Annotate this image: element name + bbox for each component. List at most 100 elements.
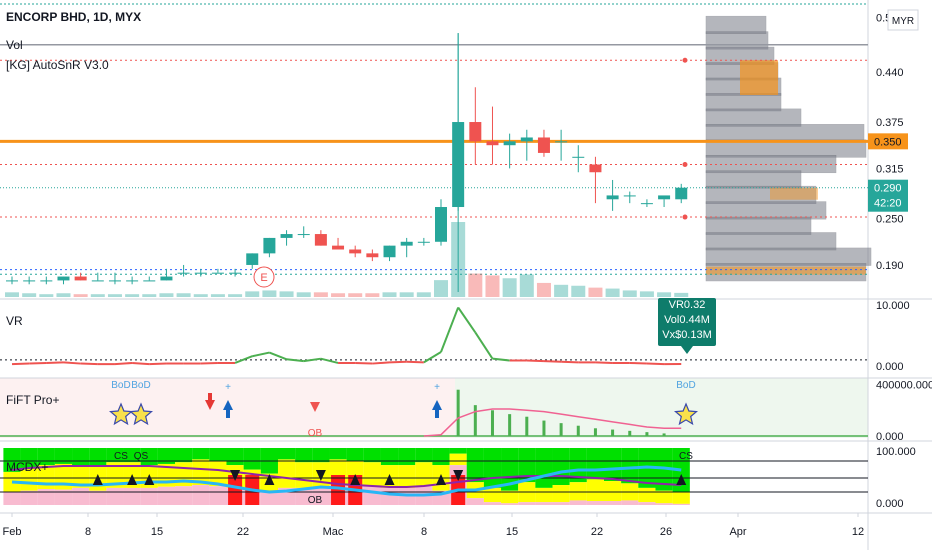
mcdx-yellow-segment xyxy=(278,459,295,488)
volume-bar xyxy=(417,292,431,297)
volume-profile-highlight xyxy=(740,60,778,95)
mcdx-yellow-segment xyxy=(587,479,604,501)
bod-label: BoD xyxy=(111,380,130,391)
mcdx-green-segment xyxy=(415,448,432,462)
volume-bar xyxy=(468,274,482,297)
mcdx-red-segment xyxy=(501,503,518,505)
fift-bar xyxy=(628,431,631,436)
candle-body xyxy=(435,207,447,242)
candle-body xyxy=(401,242,413,246)
mcdx-green-segment xyxy=(364,448,381,462)
mcdx-green-segment xyxy=(55,448,72,464)
mcdx-green-segment xyxy=(553,448,570,485)
mcdx-pane-title: MCDX+ xyxy=(6,460,48,474)
candle-body xyxy=(6,280,18,281)
volume-profile-bar xyxy=(706,16,766,34)
mcdx-yellow-segment xyxy=(450,454,467,465)
vr-line-segment xyxy=(149,364,166,365)
candle-body xyxy=(589,165,601,173)
vr-line-segment xyxy=(201,363,218,364)
fift-bar xyxy=(474,405,477,436)
candle-body xyxy=(92,280,104,281)
volume-bar xyxy=(297,292,311,297)
candle-body xyxy=(75,277,87,281)
mcdx-yellow-segment xyxy=(638,488,655,502)
time-tick-label: 26 xyxy=(660,526,672,538)
candle-body xyxy=(315,234,327,246)
volume-bar xyxy=(108,294,122,297)
price-tick-label: 0.190 xyxy=(876,260,904,272)
candle-body xyxy=(195,273,207,274)
volume-profile-bar xyxy=(706,93,781,111)
mcdx-red-segment xyxy=(89,491,106,505)
mcdx-red-segment xyxy=(604,501,621,505)
volume-bar xyxy=(674,293,688,297)
mcdx-red-segment xyxy=(364,486,381,505)
volume-profile-bar xyxy=(706,124,864,142)
vr-badge-line: Vx$0.13M xyxy=(662,329,712,341)
cs-label: CS xyxy=(114,451,128,462)
candle-body xyxy=(281,234,293,238)
earnings-label: E xyxy=(260,272,267,284)
vr-line-segment xyxy=(12,364,29,365)
mcdx-yellow-segment xyxy=(415,462,432,486)
volume-bar xyxy=(657,292,671,297)
mcdx-green-segment xyxy=(467,448,484,482)
fift-bar xyxy=(645,432,648,436)
volume-bar xyxy=(537,283,551,297)
bod-label: BoD xyxy=(131,380,150,391)
volume-profile-bar xyxy=(706,233,836,251)
volume-profile-bar xyxy=(706,248,871,266)
mcdx-green-segment xyxy=(312,448,329,462)
candle-body xyxy=(263,238,275,253)
volume-bar xyxy=(314,292,328,297)
mcdx-yellow-segment xyxy=(673,492,690,503)
vr-line-segment xyxy=(355,363,372,364)
candle-body xyxy=(246,253,258,265)
mcdx-yellow-segment xyxy=(398,465,415,488)
mcdx-green-segment xyxy=(398,448,415,465)
mcdx-red-segment xyxy=(21,491,38,505)
mcdx-red-segment xyxy=(141,488,158,505)
vr-line-segment xyxy=(63,362,80,363)
mcdx-yellow-segment xyxy=(295,462,312,488)
candle-body xyxy=(109,280,121,281)
fift-bar xyxy=(594,428,597,436)
vr-line-segment xyxy=(407,362,424,363)
volume-bar xyxy=(194,294,208,297)
volume-bar xyxy=(640,291,654,297)
candle-body xyxy=(607,195,619,199)
mcdx-red-segment xyxy=(175,486,192,505)
fift-bar xyxy=(663,433,666,436)
volume-bar xyxy=(142,294,156,297)
candle-body xyxy=(126,280,138,281)
volume-bar xyxy=(400,292,414,297)
mcdx-green-segment xyxy=(535,448,552,488)
candle-body xyxy=(332,246,344,250)
candle-body xyxy=(40,280,52,281)
mcdx-green-segment xyxy=(432,448,449,465)
vr-badge-line: Vol0.44M xyxy=(664,314,710,326)
mcdx-green-segment xyxy=(295,448,312,462)
volume-profile-bar xyxy=(706,217,811,235)
qs-label: QS xyxy=(134,451,149,462)
volume-bar xyxy=(22,293,36,297)
candle-body xyxy=(572,157,584,158)
fift-bar xyxy=(457,390,460,436)
mcdx-red-segment xyxy=(38,489,55,505)
mcdx-red-segment xyxy=(655,503,672,505)
vr-line-segment xyxy=(595,362,612,363)
mcdx-green-segment xyxy=(192,448,209,459)
time-tick-label: 15 xyxy=(151,526,163,538)
price-tick-label: 0.250 xyxy=(876,214,904,226)
mcdx-red-segment xyxy=(158,487,175,505)
fift-bar xyxy=(611,430,614,436)
volume-bar xyxy=(451,222,465,297)
volume-bar xyxy=(56,293,70,297)
fift-tick-label: 400000.000 xyxy=(876,380,932,392)
vr-pane-title: VR xyxy=(6,314,23,328)
mcdx-tick-label: 0.000 xyxy=(876,498,904,510)
mcdx-red-segment xyxy=(3,492,20,505)
vr-line-segment xyxy=(390,362,407,363)
